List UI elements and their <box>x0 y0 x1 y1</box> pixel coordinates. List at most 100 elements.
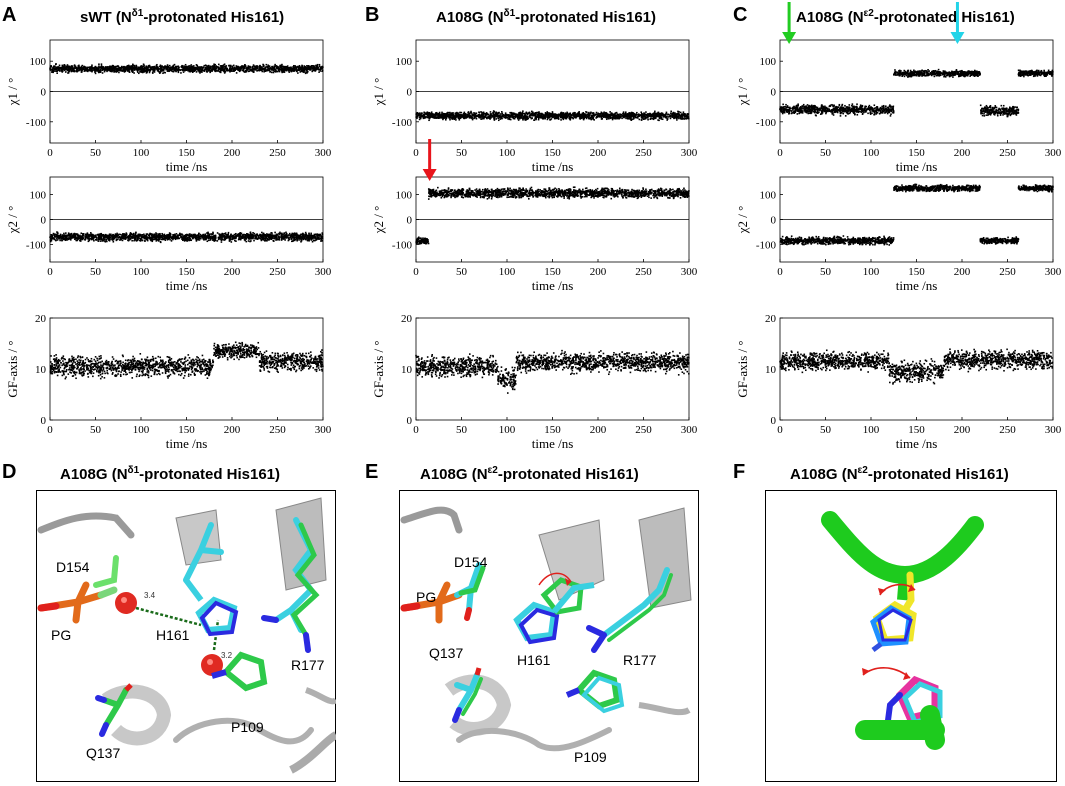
data-point <box>224 71 227 73</box>
panel-label-a: A <box>2 4 17 26</box>
data-point <box>71 357 74 360</box>
data-point <box>87 66 90 69</box>
data-point <box>117 373 119 375</box>
data-point <box>151 364 153 367</box>
data-point <box>253 65 256 67</box>
data-point <box>227 236 229 239</box>
data-point <box>162 68 165 71</box>
data-point <box>178 66 180 69</box>
data-point <box>223 236 226 239</box>
data-point <box>215 352 218 355</box>
data-point <box>276 65 279 68</box>
data-point <box>284 67 286 69</box>
data-point <box>72 375 75 377</box>
data-point <box>162 234 164 236</box>
data-point <box>80 359 82 362</box>
data-point <box>65 66 68 69</box>
data-point <box>167 361 170 364</box>
data-point <box>184 67 187 70</box>
data-point <box>181 234 184 236</box>
data-point <box>209 361 211 364</box>
data-point <box>266 238 269 241</box>
data-point <box>209 65 212 68</box>
data-point <box>189 65 191 67</box>
data-point <box>214 234 217 237</box>
data-point <box>68 68 70 71</box>
data-point <box>170 363 173 366</box>
data-point <box>171 235 174 238</box>
data-point <box>100 367 102 370</box>
data-point <box>189 235 192 238</box>
data-point <box>229 239 232 241</box>
data-point <box>197 69 200 71</box>
data-point <box>63 65 65 67</box>
data-point <box>240 66 242 69</box>
data-point <box>179 232 181 235</box>
data-point <box>124 238 127 240</box>
data-point <box>312 64 314 67</box>
data-point <box>64 239 67 242</box>
data-point <box>271 232 273 234</box>
data-point <box>285 231 287 234</box>
data-point <box>51 372 54 375</box>
data-point <box>242 234 244 236</box>
data-point <box>151 238 154 241</box>
data-point <box>264 239 267 242</box>
data-point <box>140 69 143 72</box>
data-point <box>129 368 132 370</box>
panel-label-d: D <box>2 461 17 483</box>
data-point <box>316 63 319 66</box>
data-point <box>51 365 53 368</box>
data-point <box>124 367 127 370</box>
data-point <box>70 66 73 68</box>
data-point <box>221 65 223 68</box>
data-point <box>272 71 275 74</box>
data-point <box>225 343 227 346</box>
data-point <box>157 69 159 72</box>
data-point <box>145 65 148 68</box>
data-point <box>137 69 140 71</box>
data-point <box>104 69 106 72</box>
data-point <box>231 67 234 69</box>
data-point <box>275 239 277 241</box>
data-point <box>127 236 129 239</box>
data-point <box>307 238 310 241</box>
data-point <box>305 71 307 73</box>
data-point <box>127 235 130 237</box>
data-point <box>100 67 102 69</box>
data-point <box>108 365 111 367</box>
data-point <box>127 68 129 71</box>
data-point <box>121 367 124 370</box>
data-point <box>207 66 210 68</box>
data-point <box>96 68 99 70</box>
data-point <box>237 353 239 355</box>
data-point <box>168 64 171 67</box>
data-point <box>96 370 98 373</box>
data-point <box>231 70 233 72</box>
data-point <box>295 70 298 73</box>
data-point <box>285 69 288 72</box>
x-tick-label: 200 <box>224 147 241 159</box>
data-point <box>88 239 90 242</box>
data-point <box>97 240 100 242</box>
data-point <box>278 236 281 239</box>
data-point <box>52 358 55 361</box>
data-point <box>250 236 253 239</box>
data-point <box>212 231 214 234</box>
data-point <box>121 236 124 239</box>
data-point <box>213 347 215 350</box>
data-point <box>155 369 158 372</box>
data-point <box>163 237 166 240</box>
data-point <box>262 65 265 68</box>
data-point <box>68 358 71 361</box>
data-point <box>289 236 292 238</box>
data-point <box>144 68 147 70</box>
data-point <box>243 233 245 236</box>
data-point <box>80 235 83 237</box>
data-point <box>224 348 226 351</box>
data-point <box>204 360 206 363</box>
data-point <box>237 233 240 236</box>
data-point <box>308 67 311 69</box>
data-point <box>49 68 51 71</box>
data-point <box>79 237 82 239</box>
